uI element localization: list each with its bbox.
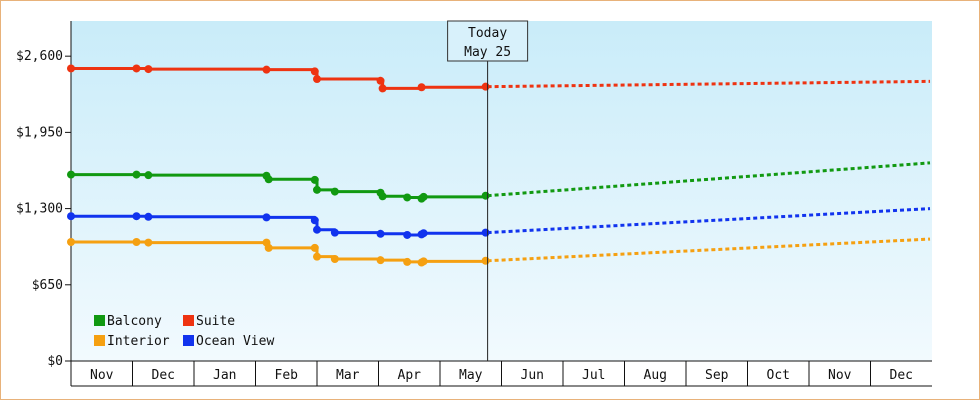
data-point	[376, 76, 385, 85]
data-point	[417, 83, 426, 92]
data-point	[481, 82, 490, 91]
x-month-label: Dec	[152, 368, 175, 383]
legend: Balcony Suite Interior Ocean View	[94, 314, 274, 349]
data-point	[144, 212, 153, 221]
series-line-forecast	[487, 237, 931, 263]
data-point	[132, 170, 141, 179]
data-point	[262, 65, 271, 74]
data-point	[330, 187, 339, 196]
data-point	[403, 230, 412, 239]
legend-swatch	[94, 335, 105, 346]
today-marker: Today May 25	[447, 20, 529, 361]
data-point	[403, 193, 412, 202]
today-box	[447, 20, 529, 62]
data-point	[481, 228, 490, 237]
data-point	[310, 216, 319, 225]
x-month-label: Nov	[90, 368, 114, 383]
data-point	[481, 256, 490, 265]
data-point	[419, 257, 428, 266]
data-point	[378, 192, 387, 201]
x-month-label: Mar	[336, 368, 360, 383]
data-point	[313, 185, 321, 194]
x-month-label: Apr	[398, 368, 422, 383]
data-point	[378, 84, 387, 93]
plot-area	[71, 21, 932, 361]
data-point	[144, 238, 153, 247]
x-month-label: Oct	[767, 368, 790, 383]
today-label: Today	[468, 26, 507, 41]
data-point	[313, 75, 321, 84]
data-point	[144, 171, 153, 180]
series-ocean-view	[67, 207, 931, 239]
x-month-label: Jun	[521, 368, 544, 383]
data-point	[67, 170, 75, 179]
y-tick-label: $0	[47, 354, 63, 369]
data-point	[330, 228, 339, 237]
series-line-forecast	[487, 79, 931, 89]
series-interior	[67, 237, 931, 267]
legend-label: Ocean View	[196, 334, 274, 349]
x-month-label: Sep	[705, 368, 729, 383]
legend-swatch	[183, 335, 194, 346]
data-point	[330, 255, 339, 263]
x-month-label: Nov	[828, 368, 852, 383]
data-point	[67, 238, 75, 246]
legend-label: Interior	[107, 334, 170, 349]
data-point	[264, 243, 273, 252]
legend-swatch	[94, 315, 105, 326]
x-month-label: Jul	[582, 368, 605, 383]
x-axis: Nov Dec Jan Feb Mar Apr May Jun Jul Aug Sep Oct Nov D…	[71, 360, 932, 387]
data-point	[310, 243, 319, 252]
legend-label: Balcony	[107, 314, 162, 329]
data-point	[132, 64, 141, 73]
series-line-forecast	[487, 161, 931, 198]
data-point	[313, 252, 321, 261]
data-point	[376, 229, 385, 238]
data-point	[132, 238, 141, 246]
data-point	[132, 212, 141, 221]
data-point	[481, 191, 490, 200]
series-suite	[67, 64, 931, 93]
data-point	[262, 213, 271, 222]
x-month-label: Aug	[644, 368, 667, 383]
series-line-forecast	[487, 207, 931, 235]
x-month-label: Dec	[890, 368, 913, 383]
data-point	[403, 257, 412, 266]
y-axis: $0 $650 $1,300 $1,950 $2,600	[16, 21, 72, 386]
y-tick-label: $1,300	[16, 202, 63, 217]
series-layer	[67, 64, 931, 267]
data-point	[313, 225, 321, 234]
data-point	[310, 175, 319, 184]
x-month-label: Feb	[275, 368, 299, 383]
data-point	[419, 229, 428, 238]
x-month-label: Jan	[213, 368, 236, 383]
data-point	[144, 65, 153, 74]
y-tick-label: $650	[32, 278, 63, 293]
legend-label: Suite	[196, 314, 235, 329]
data-point	[376, 256, 385, 265]
data-point	[419, 192, 428, 201]
today-date: May 25	[464, 45, 511, 60]
data-point	[67, 64, 75, 73]
legend-swatch	[183, 315, 194, 326]
data-point	[67, 212, 75, 221]
data-point	[310, 67, 319, 76]
x-month-label: May	[459, 368, 483, 383]
y-tick-label: $2,600	[16, 49, 63, 64]
data-point	[264, 175, 273, 184]
y-tick-label: $1,950	[16, 125, 63, 140]
